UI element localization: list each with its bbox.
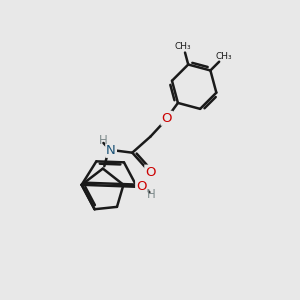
Text: H: H	[98, 134, 107, 146]
Text: O: O	[136, 180, 147, 193]
Text: H: H	[147, 188, 156, 201]
Text: CH₃: CH₃	[216, 52, 232, 62]
Text: O: O	[145, 166, 156, 178]
Text: CH₃: CH₃	[175, 41, 192, 50]
Text: N: N	[106, 144, 116, 157]
Text: O: O	[161, 112, 172, 125]
